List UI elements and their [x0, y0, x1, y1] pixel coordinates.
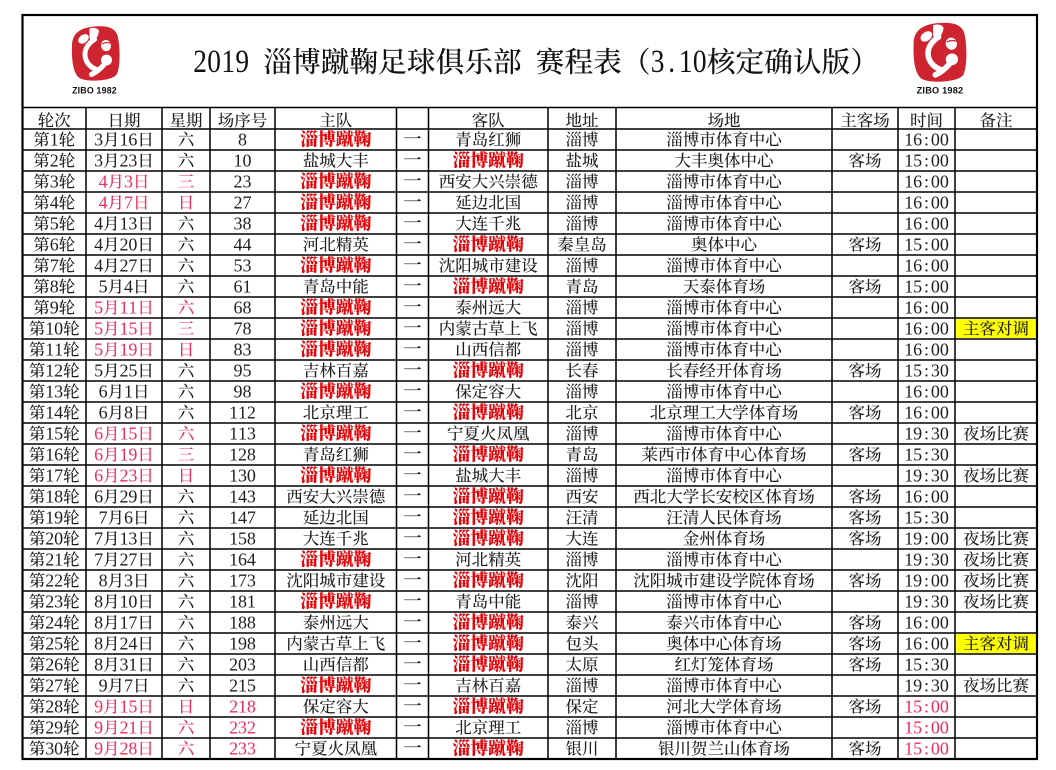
- svg-text:ZIBO 1982: ZIBO 1982: [917, 86, 964, 96]
- svg-text:ZIBO 1982: ZIBO 1982: [72, 86, 117, 96]
